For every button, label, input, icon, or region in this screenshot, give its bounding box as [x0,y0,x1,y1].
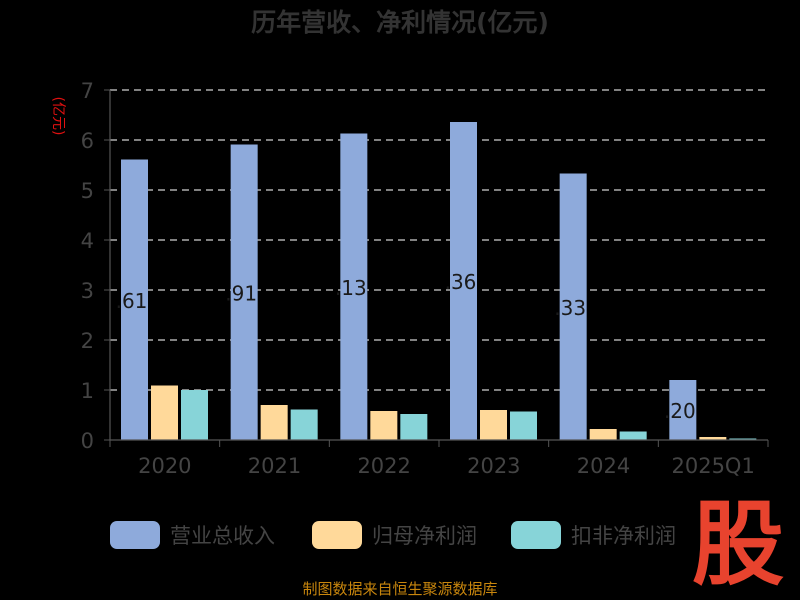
bar-2020-series-1 [151,385,178,440]
bar-2020-series-0 [121,159,148,440]
bar-2022-series-0 [340,133,368,440]
legend-swatch-2 [511,521,561,549]
watermark-stamp: 股 [692,490,784,598]
x-tick-label: 2024 [577,454,630,478]
y-tick-label: 7 [81,79,94,103]
bar-value-label: .61 [116,289,148,313]
bar-value-label: .13 [335,276,367,300]
bar-2021-series-0 [230,144,258,440]
legend-label-2: 扣非净利润 [571,524,676,548]
x-tick-label: 2021 [248,454,301,478]
bar-2021-series-2 [290,409,318,440]
bars [121,122,757,440]
y-tick-label: 2 [81,329,94,353]
y-axis-label: (亿元) [50,97,66,136]
y-tick-label: 3 [81,279,94,303]
legend-swatch-1 [312,521,362,549]
legend-label-0: 营业总收入 [170,524,275,548]
bar-2025Q1-series-1 [699,437,727,440]
legend: 营业总收入 归母净利润 扣非净利润 [110,521,676,549]
legend-swatch-0 [110,521,160,549]
bar-2023-series-0 [450,122,477,440]
bar-2024-series-1 [589,429,617,440]
bar-2022-series-2 [400,414,428,440]
x-tick-label: 2023 [467,454,520,478]
grid-lines [110,89,768,391]
legend-label-1: 归母净利润 [372,524,477,548]
chart-title: 历年营收、净利情况(亿元) [251,8,549,37]
x-tick-label: 2020 [138,454,191,478]
bar-value-labels: .61 .91 .13 .36 .33 .20 [116,270,696,423]
bar-2022-series-1 [370,411,398,440]
y-tick-label: 4 [81,229,94,253]
bar-value-label: .20 [664,399,696,423]
bar-2021-series-1 [260,405,288,440]
source-note: 制图数据来自恒生聚源数据库 [302,580,497,598]
y-tick-label: 6 [81,129,94,153]
y-tick-label: 0 [81,429,94,453]
bar-2024-series-2 [619,431,647,440]
y-axis-ticks: 0 1 2 3 4 5 6 7 [81,79,110,453]
axes [109,90,768,441]
bar-2025Q1-series-2 [729,438,757,440]
y-tick-label: 5 [81,179,94,203]
bar-value-label: .91 [225,281,257,305]
bar-2025Q1-series-0 [669,380,697,440]
x-axis-ticks: 2020 2021 2022 2023 2024 2025Q1 [109,440,769,478]
bar-2020-series-2 [181,390,208,440]
bar-2024-series-0 [559,173,587,440]
bar-2023-series-2 [510,411,537,440]
y-tick-label: 1 [81,379,94,403]
bar-value-label: .36 [445,270,477,294]
x-tick-label: 2022 [357,454,410,478]
x-tick-label: 2025Q1 [671,454,754,478]
bar-2023-series-1 [480,410,507,440]
bar-value-label: .33 [554,296,586,320]
